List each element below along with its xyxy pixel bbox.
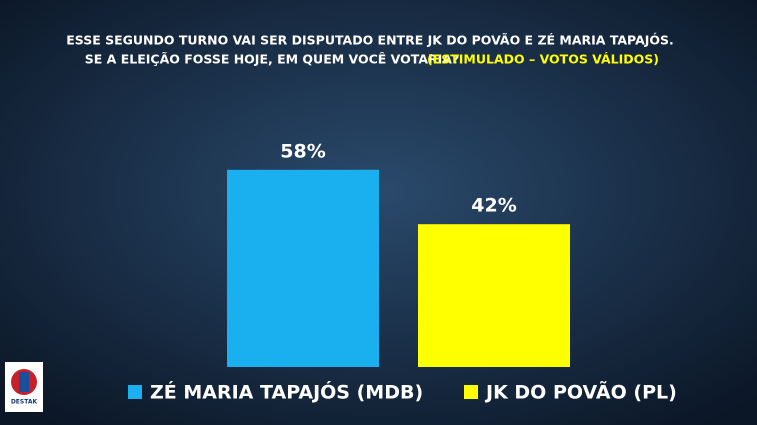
legend-label: ZÉ MARIA TAPAJÓS (MDB) <box>150 380 423 404</box>
chart-title: ESSE SEGUNDO TURNO VAI SER DISPUTADO ENT… <box>66 33 674 48</box>
logo-text: DESTAK <box>11 399 38 406</box>
legend-label: JK DO POVÃO (PL) <box>484 380 677 404</box>
chart-title: SE A ELEIÇÃO FOSSE HOJE, EM QUEM VOCÊ VO… <box>85 52 459 67</box>
bar <box>227 169 379 367</box>
legend-swatch <box>128 385 142 399</box>
legend-swatch <box>464 385 478 399</box>
data-label: 42% <box>471 195 516 217</box>
bar <box>418 224 570 367</box>
data-label: 58% <box>280 140 325 162</box>
chart-subtitle: (ESTIMULADO – VOTOS VÁLIDOS) <box>427 52 659 67</box>
logo: DESTAK <box>5 362 43 412</box>
logo-icon <box>19 372 29 392</box>
